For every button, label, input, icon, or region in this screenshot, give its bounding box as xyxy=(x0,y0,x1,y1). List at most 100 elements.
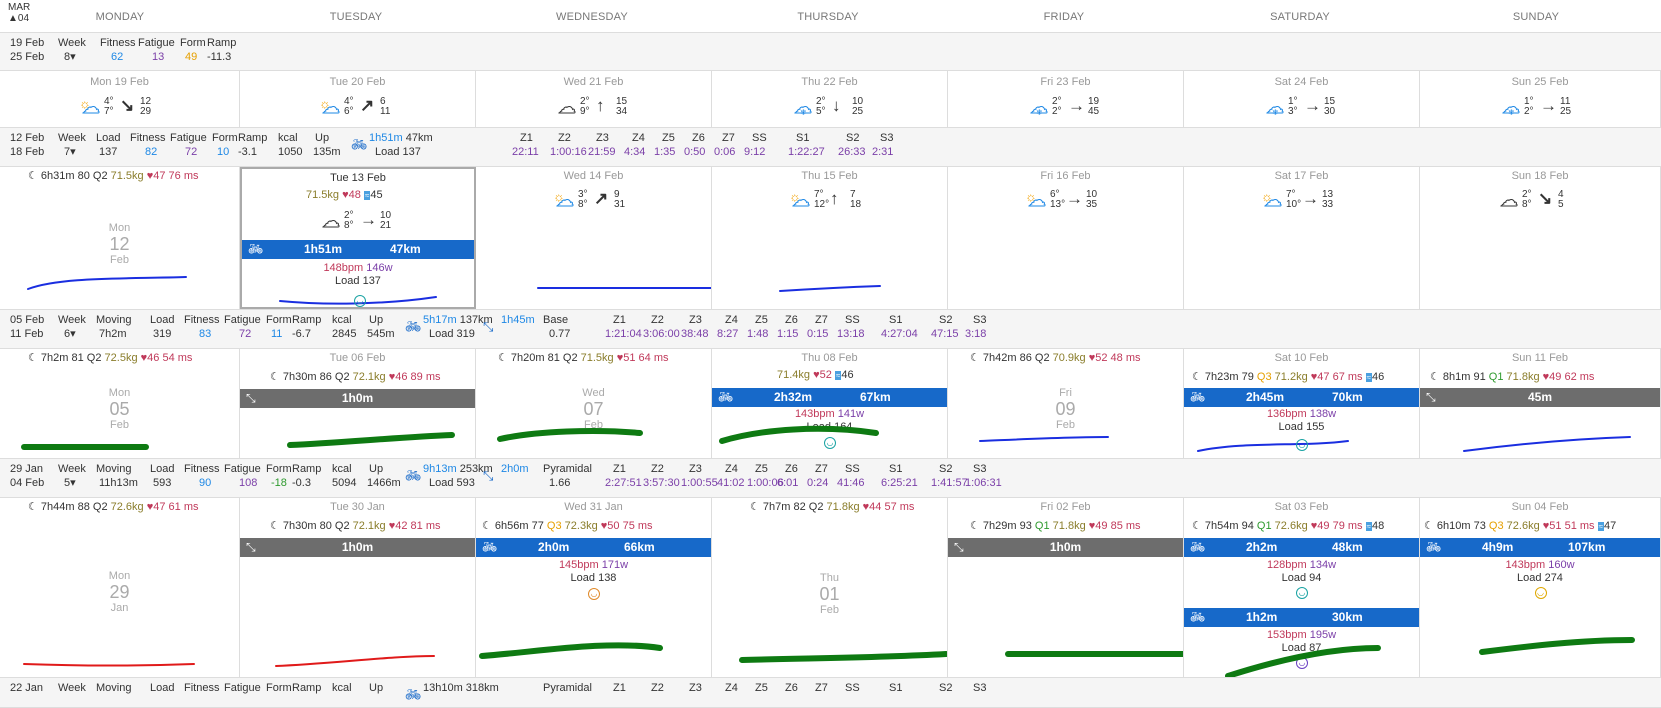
ride-activity-bar[interactable]: 🚲︎ 2h0m 66km xyxy=(476,538,711,557)
ride-activity-bar[interactable]: 🚲︎ 1h2m 30km xyxy=(1184,608,1419,627)
ride-activity-bar[interactable]: 🚲︎ 2h45m 70km xyxy=(1184,388,1419,407)
day-cell-tue[interactable]: Tue 13 Feb 71.5kg ♥48 ≈45 ☁ 2° 8° → 10 21 🚲︎ 1h51… xyxy=(240,167,476,309)
summary-field: Form xyxy=(266,463,292,475)
ride-activity-bar[interactable]: 🚲︎ 2h32m 67km xyxy=(712,388,947,407)
week-number-dropdown[interactable]: 5▾ xyxy=(64,477,76,489)
activity-time: 2h32m xyxy=(774,390,813,404)
ride-activity-bar[interactable]: 🚲︎ 2h2m 48km xyxy=(1184,538,1419,557)
day-cell-mon[interactable]: ☾ 7h2m 81 Q2 72.5kg ♥46 54 ms Mon 05 Feb xyxy=(0,349,240,458)
day-cell-fri[interactable]: ☾ 7h42m 86 Q2 70.9kg ♥52 48 ms Fri 09 Feb xyxy=(948,349,1184,458)
ride-summary: 1h51m 47km xyxy=(369,132,433,144)
activity-stats: 136bpm 138w xyxy=(1266,408,1337,420)
bike-icon: 🚲︎ xyxy=(1426,540,1442,554)
week-number-dropdown[interactable]: 6▾ xyxy=(64,328,76,340)
moon-icon: ☾ xyxy=(750,501,763,513)
day-cell-tue[interactable]: Tue 06 Feb ☾ 7h30m 86 Q2 72.1kg ♥46 89 ms… xyxy=(240,349,476,458)
day-cell-thu[interactable]: Thu 22 Feb ☁ ❄ 2° 5° ↓ 10 25 xyxy=(712,71,948,127)
zone-time: 6:01 xyxy=(777,477,799,489)
ride-activity-bar[interactable]: 🚲︎ 1h51m 47km xyxy=(242,240,474,259)
zone-time: 0:15 xyxy=(807,328,829,340)
day-cell-sat[interactable]: Sat 10 Feb ☾ 7h23m 79 Q3 71.2kg ♥47 67 ms… xyxy=(1184,349,1420,458)
snow-cloud-icon: ☁ ❄ xyxy=(794,97,813,118)
sun-cloud-icon: ☼ ☁ xyxy=(789,189,811,210)
day-cell-thu[interactable]: Thu 15 Feb ☼ ☁ 7° 12° ↑ 7 18 xyxy=(712,167,948,309)
week-from: 12 Feb xyxy=(10,132,45,144)
temp-low: 3° xyxy=(578,189,588,200)
day-cell-thu[interactable]: ☾ 7h7m 82 Q2 71.8kg ♥44 57 ms Thu 01 Feb xyxy=(712,498,948,677)
wind-speed: 15 xyxy=(1324,96,1336,107)
day-cell-mon[interactable]: ☾ 6h31m 80 Q2 71.5kg ♥47 76 ms Mon 12 Feb xyxy=(0,167,240,309)
summary-field: kcal xyxy=(332,463,352,475)
day-date: Tue 06 Feb xyxy=(329,352,386,364)
moon-icon: ☾ xyxy=(28,352,41,364)
day-date: Tue 30 Jan xyxy=(330,501,385,513)
strength-activity-bar[interactable]: ⤡ 1h0m xyxy=(948,538,1183,557)
temp-low: 2° xyxy=(344,210,354,221)
handwritten-stroke xyxy=(1463,436,1631,452)
day-cell-sun[interactable]: Sun 18 Feb ☁ 2° 8° ↘ 4 5 xyxy=(1420,167,1661,309)
day-label: Mon 05 Feb xyxy=(108,387,131,431)
forecast-date: Sun 25 Feb xyxy=(1511,76,1569,88)
summary-field: Ramp xyxy=(292,682,322,694)
moon-icon: ☾ xyxy=(1192,520,1205,532)
day-cell-tue[interactable]: Tue 20 Feb ☼ ☁ 4° 6° ↗ 6 11 xyxy=(240,71,476,127)
day-cell-sat[interactable]: Sat 03 Feb ☾ 7h54m 94 Q1 72.6kg ♥49 79 ms… xyxy=(1184,498,1420,677)
feel-smile-icon: ◡ xyxy=(1296,587,1308,599)
strength-icon: ⤡ xyxy=(246,391,256,405)
strength-activity-bar[interactable]: ⤡ 45m xyxy=(1420,388,1660,407)
day-cell-sun[interactable]: Sun 04 Feb ☾ 6h10m 73 Q3 72.6kg ♥51 51 ms… xyxy=(1420,498,1661,677)
wind-speed: 19 xyxy=(1088,96,1100,107)
day-cell-wed[interactable]: Wed 21 Feb ☁ 2° 9° ↑ 15 34 xyxy=(476,71,712,127)
week-days-6: ☾ 7h2m 81 Q2 72.5kg ♥46 54 ms Mon 05 Feb Tue… xyxy=(0,349,1661,459)
zone-time: 13:18 xyxy=(837,328,865,340)
day-cell-fri[interactable]: Fri 23 Feb ☁ ❄ 2° 2° → 19 45 xyxy=(948,71,1184,127)
day-cell-thu[interactable]: Thu 08 Feb 71.4kg ♥52 ≈46 🚲︎ 2h32m 67km 143b… xyxy=(712,349,948,458)
handwritten-stroke xyxy=(1197,440,1349,452)
temp-low: 4° xyxy=(104,96,114,107)
day-cell-mon[interactable]: ☾ 7h44m 88 Q2 72.6kg ♥47 61 ms Mon 29 Jan xyxy=(0,498,240,677)
zone-time: 21:59 xyxy=(588,146,616,158)
summary-field: Fitness xyxy=(184,314,220,326)
day-cell-fri[interactable]: Fri 02 Feb ☾ 7h29m 93 Q1 71.8kg ♥49 85 ms… xyxy=(948,498,1184,677)
day-cell-wed[interactable]: Wed 14 Feb ☼ ☁ 3° 8° ↗ 9 31 xyxy=(476,167,712,309)
zone-time: 4:34 xyxy=(624,146,646,158)
day-cell-wed[interactable]: Wed 31 Jan ☾ 6h56m 77 Q3 72.3kg ♥50 75 ms… xyxy=(476,498,712,677)
day-cell-sat[interactable]: Sat 17 Feb ☼ ☁ 7° 10° → 13 33 xyxy=(1184,167,1420,309)
day-cell-sat[interactable]: Sat 24 Feb ☁ ❄ 1° 3° → 15 30 xyxy=(1184,71,1420,127)
day-header-wednesday: WEDNESDAY xyxy=(556,11,628,23)
week-summary-4: 22 Jan Week Moving Load Fitness Fatigue Form Ra… xyxy=(0,678,1661,708)
summary-field: Base xyxy=(543,314,569,326)
day-cell-sun[interactable]: Sun 25 Feb ☁ ❄ 1° 2° → 11 25 xyxy=(1420,71,1661,127)
strength-activity-bar[interactable]: ⤡ 1h0m xyxy=(240,389,475,408)
wind-arrow-icon: ↗ xyxy=(594,189,609,208)
week-number-dropdown[interactable]: 7▾ xyxy=(64,146,76,158)
chevron-up-icon[interactable]: ▲ xyxy=(8,13,18,24)
day-cell-tue[interactable]: Tue 30 Jan ☾ 7h30m 80 Q2 72.1kg ♥42 81 ms… xyxy=(240,498,476,677)
day-cell-fri[interactable]: Fri 16 Feb ☼ ☁ 6° 13° → 10 35 xyxy=(948,167,1184,309)
zone-time: 22:11 xyxy=(512,146,539,158)
wind-arrow-icon: → xyxy=(1066,189,1083,208)
wind-speed: 11 xyxy=(1560,96,1571,107)
strength-time: 1h45m xyxy=(501,314,535,326)
strength-activity-bar[interactable]: ⤡ 1h0m xyxy=(240,538,475,557)
month-indicator[interactable]: MAR ▲04 xyxy=(8,2,31,24)
base-value: 0.77 xyxy=(549,328,571,340)
zone-time: 1:00:06 xyxy=(747,477,784,489)
summary-field: Load xyxy=(150,314,175,326)
week-from: 29 Jan xyxy=(10,463,44,475)
strength-icon: ⤡ xyxy=(246,540,256,554)
snow-cloud-icon: ☁ ❄ xyxy=(1266,97,1285,118)
day-cell-mon[interactable]: Mon 19 Feb ☼ ☁ 4° 7° ↘ 12 29 xyxy=(0,71,240,127)
sun-cloud-icon: ☼ ☁ xyxy=(319,96,341,117)
day-date: Sat 10 Feb xyxy=(1274,352,1329,364)
day-cell-sun[interactable]: Sun 11 Feb ☾ 8h1m 91 Q1 71.8kg ♥49 62 ms ⤡… xyxy=(1420,349,1661,458)
ride-activity-bar[interactable]: 🚲︎ 4h9m 107km xyxy=(1420,538,1660,557)
day-cell-wed[interactable]: ☾ 7h20m 81 Q2 71.5kg ♥51 64 ms Wed 07 Feb xyxy=(476,349,712,458)
fatigue-value: 72 xyxy=(185,146,198,158)
temp-low: 2° xyxy=(1052,96,1062,107)
kcal-value: 2845 xyxy=(332,328,357,340)
summary-field: kcal xyxy=(332,314,352,326)
activity-time: 2h45m xyxy=(1246,390,1285,404)
week-number-dropdown[interactable]: 8▾ xyxy=(64,51,76,63)
moon-icon: ☾ xyxy=(270,520,283,532)
